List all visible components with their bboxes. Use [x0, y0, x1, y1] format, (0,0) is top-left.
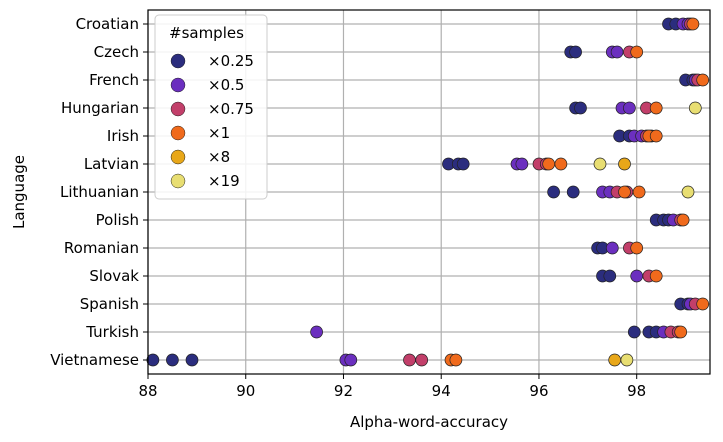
- x-axis-label: Alpha-word-accuracy: [350, 413, 508, 431]
- data-point: Latvian ×0.5: 95.65: [515, 157, 529, 171]
- legend-label: ×19: [208, 172, 240, 190]
- y-tick-label: Polish: [96, 211, 139, 229]
- data-point: Slovak ×0.5: 98: [630, 269, 644, 283]
- y-tick-label: Romanian: [64, 239, 139, 257]
- data-point: Czech ×1: 98: [630, 45, 644, 59]
- data-point: Lithuanian ×19: 99.05: [681, 185, 695, 199]
- data-point: Polish ×1: 98.95: [676, 213, 690, 227]
- y-tick-label: Lithuanian: [60, 183, 139, 201]
- data-point: Latvian ×8: 97.75: [618, 157, 631, 171]
- y-tick-label: Vietnamese: [50, 351, 139, 369]
- data-point: Lithuanian ×1: 97.75: [618, 185, 631, 199]
- data-point: Spanish ×1: 99.35: [696, 297, 710, 311]
- data-point: Latvian ×1: 96.2: [542, 157, 556, 171]
- data-point: Czech ×0.25: 96.75: [569, 45, 582, 59]
- data-point: Latvian ×19: 97.25: [593, 157, 607, 171]
- data-point: Romanian ×1: 98: [630, 241, 644, 255]
- data-point: Lithuanian ×1: 98.05: [632, 185, 646, 199]
- y-tick-label: Spanish: [80, 295, 139, 313]
- data-point: Lithuanian ×0.25: 96.7: [566, 185, 580, 199]
- data-point: Latvian ×1: 96.45: [554, 157, 568, 171]
- data-point: French ×1: 99.35: [696, 73, 710, 87]
- data-point: Turkish ×1: 98.9: [674, 325, 688, 339]
- x-tick-label: 90: [236, 382, 255, 400]
- legend-marker: [170, 77, 186, 93]
- legend-label: ×0.25: [208, 52, 254, 70]
- y-tick-label: Slovak: [89, 267, 139, 285]
- x-tick-label: 92: [334, 382, 353, 400]
- data-point: Vietnamese ×0.75: 93.6: [415, 353, 429, 367]
- y-tick-label: Czech: [94, 43, 139, 61]
- data-point: Hungarian ×0.25: 96.85: [574, 101, 587, 115]
- y-axis: Croatian Czech French Hungarian Irish Latvian…: [50, 15, 148, 369]
- legend-label: ×0.5: [208, 76, 244, 94]
- legend-marker: [170, 149, 186, 165]
- data-point: Hungarian ×0.5: 97.85: [623, 101, 636, 115]
- legend-marker: [170, 173, 186, 189]
- y-tick-label: Latvian: [84, 155, 139, 173]
- data-point: Romanian ×0.5: 97.5: [605, 241, 619, 255]
- data-point: Hungarian ×19: 99.2: [688, 101, 702, 115]
- data-point: Vietnamese ×1: 94.3: [449, 353, 463, 367]
- x-tick-label: 88: [138, 382, 157, 400]
- legend-label: ×8: [208, 148, 230, 166]
- y-tick-label: Hungarian: [61, 99, 139, 117]
- legend-marker: [170, 53, 186, 69]
- legend-marker: [170, 125, 186, 141]
- y-tick-label: Croatian: [76, 15, 139, 33]
- data-point: Turkish ×0.5: 91.45: [310, 325, 323, 339]
- data-point: Slovak ×0.25: 97.45: [603, 269, 617, 283]
- y-tick-label: Irish: [107, 127, 139, 145]
- data-point: Czech ×0.5: 97.6: [610, 45, 624, 59]
- y-tick-label: French: [89, 71, 139, 89]
- legend-marker: [170, 101, 186, 117]
- y-axis-label: Language: [10, 155, 28, 229]
- legend-title: #samples: [169, 24, 244, 42]
- x-axis: 88 90 92 94 96 98: [138, 374, 646, 400]
- data-points: Croatian ×0.25: 98.65Croatian ×0.25: 98.…: [146, 17, 710, 367]
- x-tick-label: 96: [529, 382, 548, 400]
- data-point: Irish ×1: 98.4: [649, 129, 663, 143]
- data-point: Vietnamese ×19: 97.8: [620, 353, 634, 367]
- data-point: Slovak ×1: 98.4: [649, 269, 663, 283]
- x-tick-label: 98: [627, 382, 646, 400]
- legend-label: ×0.75: [208, 100, 254, 118]
- data-point: Turkish ×0.25: 97.95: [627, 325, 641, 339]
- data-point: Vietnamese ×0.25: 88.9: [185, 353, 199, 367]
- data-point: Latvian ×0.25: 94.45: [456, 157, 470, 171]
- legend: #samples ×0.25 ×0.5 ×0.75 ×1 ×8 ×19: [154, 14, 268, 200]
- y-tick-label: Turkish: [85, 323, 139, 341]
- data-point: Vietnamese ×8: 97.55: [608, 353, 622, 367]
- data-point: Hungarian ×1: 98.4: [649, 101, 663, 115]
- data-point: Vietnamese ×0.75: 93.35: [403, 353, 416, 367]
- data-point: Vietnamese ×0.25: 88.5: [166, 353, 179, 367]
- x-tick-label: 94: [432, 382, 451, 400]
- data-point: Lithuanian ×0.25: 96.3: [547, 185, 560, 199]
- data-point: Vietnamese ×0.25: 88.1: [146, 353, 160, 367]
- data-point: Vietnamese ×0.5: 92.15: [344, 353, 358, 367]
- legend-label: ×1: [208, 124, 230, 142]
- data-point: Croatian ×1: 99.15: [686, 17, 700, 31]
